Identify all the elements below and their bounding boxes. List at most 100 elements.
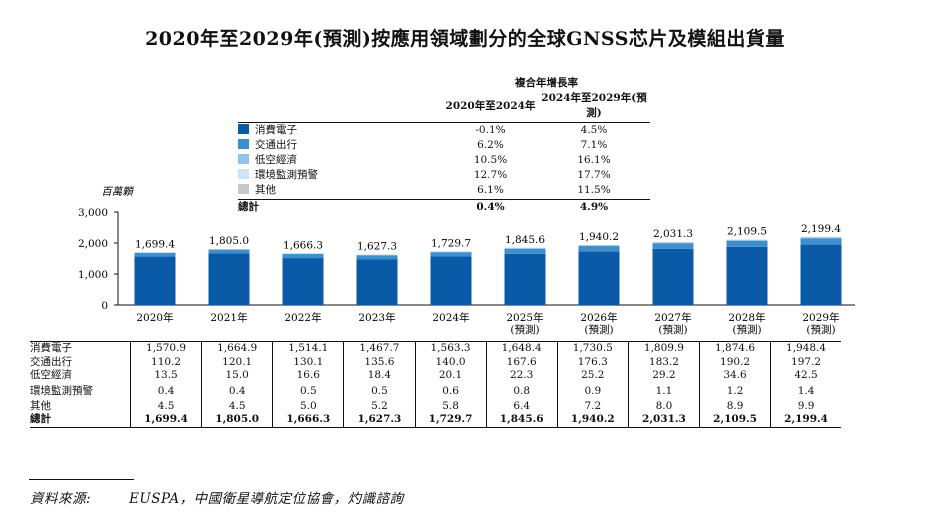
bar-segment xyxy=(134,252,176,257)
bar-total-label: 2,199.4 xyxy=(801,223,841,235)
bar-segment xyxy=(800,244,842,305)
stacked-bar-chart: 百萬顆 3,000 2,000 1,000 0 1,699.4 2020年 1,805.0 20… xyxy=(78,186,855,336)
row-label: 總計 xyxy=(30,413,131,428)
table-cell: 1,664.9 xyxy=(201,340,273,356)
cagr-value-2024-2029: 4.5% xyxy=(580,123,608,136)
cagr-row: 消費電子 -0.1% 4.5% xyxy=(238,122,650,138)
table-cell: 167.6 xyxy=(485,355,558,370)
table-row: 消費電子 1,570.9 1,664.9 1,514.1 1,467.7 1,563.3 1… xyxy=(30,340,841,356)
bar-segment xyxy=(504,248,546,249)
table-cell: 1,845.6 xyxy=(485,413,558,428)
table-cell: 1.4 xyxy=(770,382,841,400)
source-label: 資料來源: xyxy=(30,491,92,507)
bar-total-label: 2,109.5 xyxy=(727,226,767,238)
cagr-value-2020-2024: -0.1% xyxy=(475,123,506,136)
x-tick-label: 2025年 xyxy=(506,311,543,324)
row-label: 消費電子 xyxy=(30,340,131,356)
x-tick-label: 2024年 xyxy=(432,311,469,324)
table-cell: 5.8 xyxy=(414,399,487,414)
table-cell: 1,805.0 xyxy=(201,413,273,428)
table-cell: 20.1 xyxy=(414,369,487,383)
row-label: 其他 xyxy=(30,399,51,412)
legend-label: 交通出行 xyxy=(255,138,297,151)
table-cell: 8.9 xyxy=(698,399,771,414)
x-tick-label: 2026年 xyxy=(580,311,617,324)
table-cell: 120.1 xyxy=(201,355,273,370)
bar-total-label: 1,940.2 xyxy=(579,231,619,243)
table-cell: 2,199.4 xyxy=(770,413,841,428)
bar-total-label: 1,666.3 xyxy=(283,239,323,251)
table-cell: 22.3 xyxy=(485,369,558,383)
x-tick-label: 2028年 xyxy=(728,311,765,324)
table-cell: 0.9 xyxy=(556,382,629,400)
bar-total-label: 2,031.3 xyxy=(653,228,693,240)
cagr-value-2020-2024: 6.1% xyxy=(477,184,504,197)
bar-total-label: 1,699.4 xyxy=(135,238,175,250)
bar-total-label: 1,627.3 xyxy=(357,241,397,253)
bar-segment xyxy=(430,252,472,257)
source-divider xyxy=(29,479,134,480)
table-cell: 190.2 xyxy=(698,355,771,370)
y-tick-label: 0 xyxy=(101,300,108,312)
cagr-value-2024-2029: 7.1% xyxy=(580,138,608,151)
bar-segment xyxy=(356,254,398,256)
legend-swatch xyxy=(238,123,249,134)
table-cell: 6.4 xyxy=(485,399,558,414)
bar-segment xyxy=(282,254,324,259)
legend-label: 環境監測預警 xyxy=(255,169,318,182)
cagr-value-2024-2029: 16.1% xyxy=(577,154,611,167)
cagr-total-v1: 0.4% xyxy=(443,198,538,215)
table-cell: 0.5 xyxy=(272,382,344,400)
bar-segment xyxy=(726,246,768,305)
cagr-total-v2: 4.9% xyxy=(538,198,650,215)
table-cell: 197.2 xyxy=(770,355,841,370)
cagr-total-row: 總計 0.4% 4.9% xyxy=(238,198,650,215)
cagr-value-2020-2024: 12.7% xyxy=(473,169,508,182)
table-cell: 110.2 xyxy=(129,355,202,370)
legend-label: 消費電子 xyxy=(255,123,297,136)
legend-swatch xyxy=(238,138,249,149)
table-row: 其他 4.5 4.5 5.0 5.2 5.8 6.4 7.2 8.0 8.9 9.9 xyxy=(30,399,841,414)
bar-segment xyxy=(652,243,694,249)
legend-label: 其他 xyxy=(255,184,276,197)
table-cell: 7.2 xyxy=(556,399,629,414)
bar-segment xyxy=(134,256,176,305)
table-cell: 0.4 xyxy=(201,382,273,400)
x-tick-sublabel: (預測) xyxy=(732,323,761,336)
data-table: 消費電子 1,570.9 1,664.9 1,514.1 1,467.7 1,563.3 1… xyxy=(30,340,841,428)
x-tick-label: 2020年 xyxy=(136,311,173,324)
table-cell: 1,570.9 xyxy=(129,340,202,356)
y-tick-label: 2,000 xyxy=(78,238,108,250)
x-tick-label: 2021年 xyxy=(210,311,247,324)
table-cell: 1,666.3 xyxy=(272,413,344,428)
bar-segment xyxy=(208,253,250,305)
bar-segment xyxy=(504,248,546,254)
table-cell: 0.4 xyxy=(129,382,202,400)
table-cell: 4.5 xyxy=(129,399,202,414)
x-tick-sublabel: (預測) xyxy=(806,323,835,336)
legend-swatch xyxy=(238,154,249,165)
table-row: 環境監測預警 0.4 0.4 0.5 0.5 0.6 0.8 0.9 1.1 1.2 1.4 xyxy=(30,382,841,400)
x-tick-label: 2029年 xyxy=(802,311,839,324)
cagr-value-2020-2024: 10.5% xyxy=(473,154,508,167)
bar-total-label: 1,845.6 xyxy=(505,234,545,246)
x-tick-label: 2027年 xyxy=(654,311,691,324)
chart-title: 2020年至2029年(預測)按應用領域劃分的全球GNSS芯片及模組出貨量 xyxy=(145,28,785,50)
table-cell: 13.5 xyxy=(129,369,202,383)
table-cell: 1,874.6 xyxy=(698,340,771,356)
cagr-value-2020-2024: 6.2% xyxy=(477,138,504,151)
cagr-row: 低空經濟 10.5% 16.1% xyxy=(238,153,650,168)
table-cell: 15.0 xyxy=(201,369,273,383)
bar-segment xyxy=(356,259,398,305)
cagr-col-2020-2024: 2020年至2024年 xyxy=(443,91,538,123)
bar-total-label: 1,729.7 xyxy=(431,237,471,249)
x-tick-label: 2022年 xyxy=(284,311,321,324)
table-cell: 1,514.1 xyxy=(272,340,344,356)
bar-segment xyxy=(356,255,398,260)
bar-segment xyxy=(578,251,620,305)
x-tick-label: 2023年 xyxy=(358,311,395,324)
legend-swatch xyxy=(238,184,249,195)
bar-total-label: 1,805.0 xyxy=(209,235,249,247)
table-cell: 9.9 xyxy=(770,399,841,414)
table-cell: 0.6 xyxy=(414,382,487,400)
